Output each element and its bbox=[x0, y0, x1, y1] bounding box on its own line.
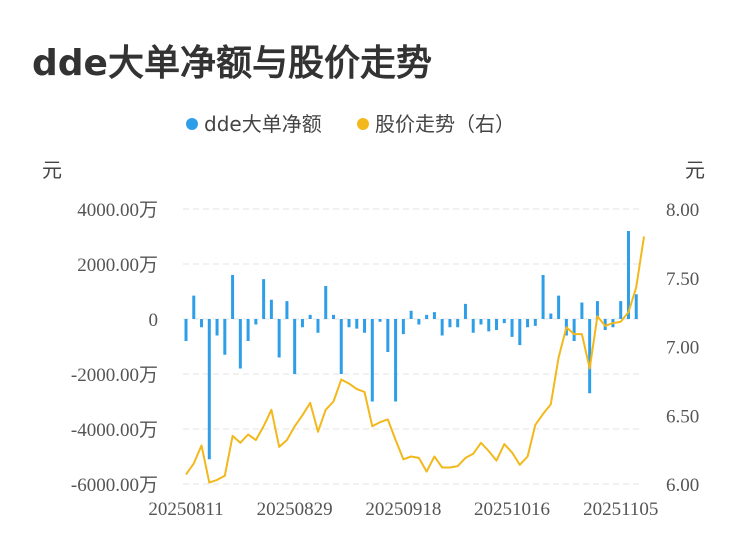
dde-bar[interactable] bbox=[378, 319, 382, 322]
dde-bar[interactable] bbox=[370, 319, 374, 402]
x-tick-label: 20250918 bbox=[365, 499, 441, 520]
x-tick-label: 20251105 bbox=[583, 499, 658, 520]
dde-bar[interactable] bbox=[331, 314, 335, 319]
right-tick-label: 6.00 bbox=[666, 475, 699, 496]
legend-price-marker bbox=[357, 118, 369, 130]
gridlines bbox=[183, 208, 641, 485]
left-tick-label: 0 bbox=[149, 310, 159, 331]
right-axis-unit: 元 bbox=[685, 158, 705, 182]
dde-bar[interactable] bbox=[518, 319, 522, 346]
dde-bar[interactable] bbox=[293, 319, 297, 374]
dde-bar[interactable] bbox=[541, 275, 545, 319]
dde-bar[interactable] bbox=[363, 319, 367, 333]
left-tick-label: -2000.00万 bbox=[71, 365, 158, 386]
right-tick-label: 8.00 bbox=[666, 200, 699, 221]
left-tick-label: -6000.00万 bbox=[71, 475, 158, 496]
dde-bar[interactable] bbox=[595, 301, 599, 319]
legend-dde-label[interactable]: dde大单净额 bbox=[204, 112, 322, 136]
dde-bar[interactable] bbox=[277, 319, 281, 358]
dde-bar[interactable] bbox=[207, 319, 211, 460]
dde-bar[interactable] bbox=[394, 319, 398, 402]
x-tick-label: 20250811 bbox=[148, 499, 223, 520]
dde-bar[interactable] bbox=[557, 295, 561, 319]
dde-bar[interactable] bbox=[308, 314, 312, 319]
dde-bar[interactable] bbox=[634, 294, 638, 319]
legend-dde-marker bbox=[186, 118, 198, 130]
price-line[interactable] bbox=[185, 236, 645, 484]
x-tick-label: 20251016 bbox=[474, 499, 550, 520]
dde-bar[interactable] bbox=[619, 301, 623, 319]
dde-bar[interactable] bbox=[432, 312, 436, 319]
dde-bar[interactable] bbox=[549, 313, 553, 320]
dde-bar[interactable] bbox=[386, 319, 390, 352]
dde-bar[interactable] bbox=[192, 295, 196, 319]
dde-bar[interactable] bbox=[479, 319, 483, 325]
chart-title: dde大单净额与股价走势 bbox=[32, 43, 432, 84]
dde-bar[interactable] bbox=[588, 319, 592, 394]
dde-bar[interactable] bbox=[300, 319, 304, 328]
dde-bar[interactable] bbox=[324, 286, 328, 319]
dde-bar[interactable] bbox=[487, 319, 491, 332]
dde-bar[interactable] bbox=[184, 319, 188, 341]
dde-bar[interactable] bbox=[200, 319, 204, 328]
dde-bar[interactable] bbox=[409, 310, 413, 319]
dde-bar[interactable] bbox=[215, 319, 219, 336]
dde-bar[interactable] bbox=[572, 319, 576, 341]
dde-bar[interactable] bbox=[231, 275, 235, 319]
left-axis-unit: 元 bbox=[42, 158, 62, 182]
dde-bar[interactable] bbox=[580, 302, 584, 320]
dde-bar[interactable] bbox=[401, 319, 405, 335]
dde-bar[interactable] bbox=[285, 301, 289, 319]
dde-bars bbox=[184, 231, 638, 460]
dde-bar[interactable] bbox=[223, 319, 227, 355]
legend-price-label[interactable]: 股价走势（右） bbox=[375, 112, 515, 136]
left-axis-ticks: 4000.00万 2000.00万 0 -2000.00万 -4000.00万 -6000… bbox=[71, 200, 158, 496]
dde-bar[interactable] bbox=[471, 319, 475, 333]
dde-bar[interactable] bbox=[448, 319, 452, 328]
dde-bar[interactable] bbox=[355, 319, 359, 329]
price-line-group bbox=[185, 236, 645, 484]
dde-bar[interactable] bbox=[533, 319, 537, 326]
dde-bar[interactable] bbox=[262, 279, 266, 319]
dde-bar[interactable] bbox=[254, 319, 258, 325]
dde-bar[interactable] bbox=[316, 319, 320, 333]
dde-bar[interactable] bbox=[495, 319, 499, 330]
left-tick-label: -4000.00万 bbox=[71, 420, 158, 441]
right-axis-ticks: 8.00 7.50 7.00 6.50 6.00 bbox=[666, 200, 699, 496]
left-tick-label: 2000.00万 bbox=[77, 255, 158, 276]
x-axis-ticks: 20250811 20250829 20250918 20251016 20251105 bbox=[148, 499, 658, 520]
dde-bar[interactable] bbox=[269, 299, 273, 319]
x-tick-label: 20250829 bbox=[257, 499, 333, 520]
dde-bar[interactable] bbox=[246, 319, 250, 341]
dde-bar[interactable] bbox=[339, 319, 343, 374]
dde-bar[interactable] bbox=[463, 303, 467, 319]
dde-bar[interactable] bbox=[417, 319, 421, 325]
dde-bar[interactable] bbox=[526, 319, 530, 328]
left-tick-label: 4000.00万 bbox=[77, 200, 158, 221]
right-tick-label: 6.50 bbox=[666, 406, 699, 427]
dde-bar[interactable] bbox=[425, 314, 429, 319]
dde-bar[interactable] bbox=[502, 319, 506, 324]
dde-bar[interactable] bbox=[238, 319, 242, 369]
dde-bar[interactable] bbox=[347, 319, 351, 328]
dde-bar[interactable] bbox=[440, 319, 444, 336]
right-tick-label: 7.00 bbox=[666, 338, 699, 359]
dde-bar[interactable] bbox=[510, 319, 514, 337]
right-tick-label: 7.50 bbox=[666, 269, 699, 290]
legend[interactable]: dde大单净额 股价走势（右） bbox=[186, 112, 515, 136]
dde-bar[interactable] bbox=[456, 319, 460, 328]
dde-bar[interactable] bbox=[626, 231, 630, 319]
